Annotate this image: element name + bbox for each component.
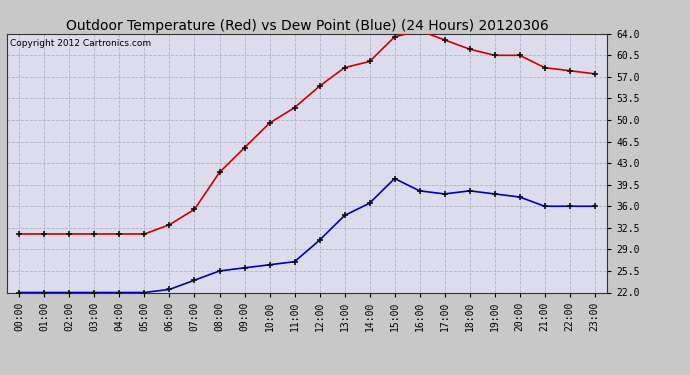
Title: Outdoor Temperature (Red) vs Dew Point (Blue) (24 Hours) 20120306: Outdoor Temperature (Red) vs Dew Point (… (66, 19, 549, 33)
Text: Copyright 2012 Cartronics.com: Copyright 2012 Cartronics.com (10, 39, 151, 48)
